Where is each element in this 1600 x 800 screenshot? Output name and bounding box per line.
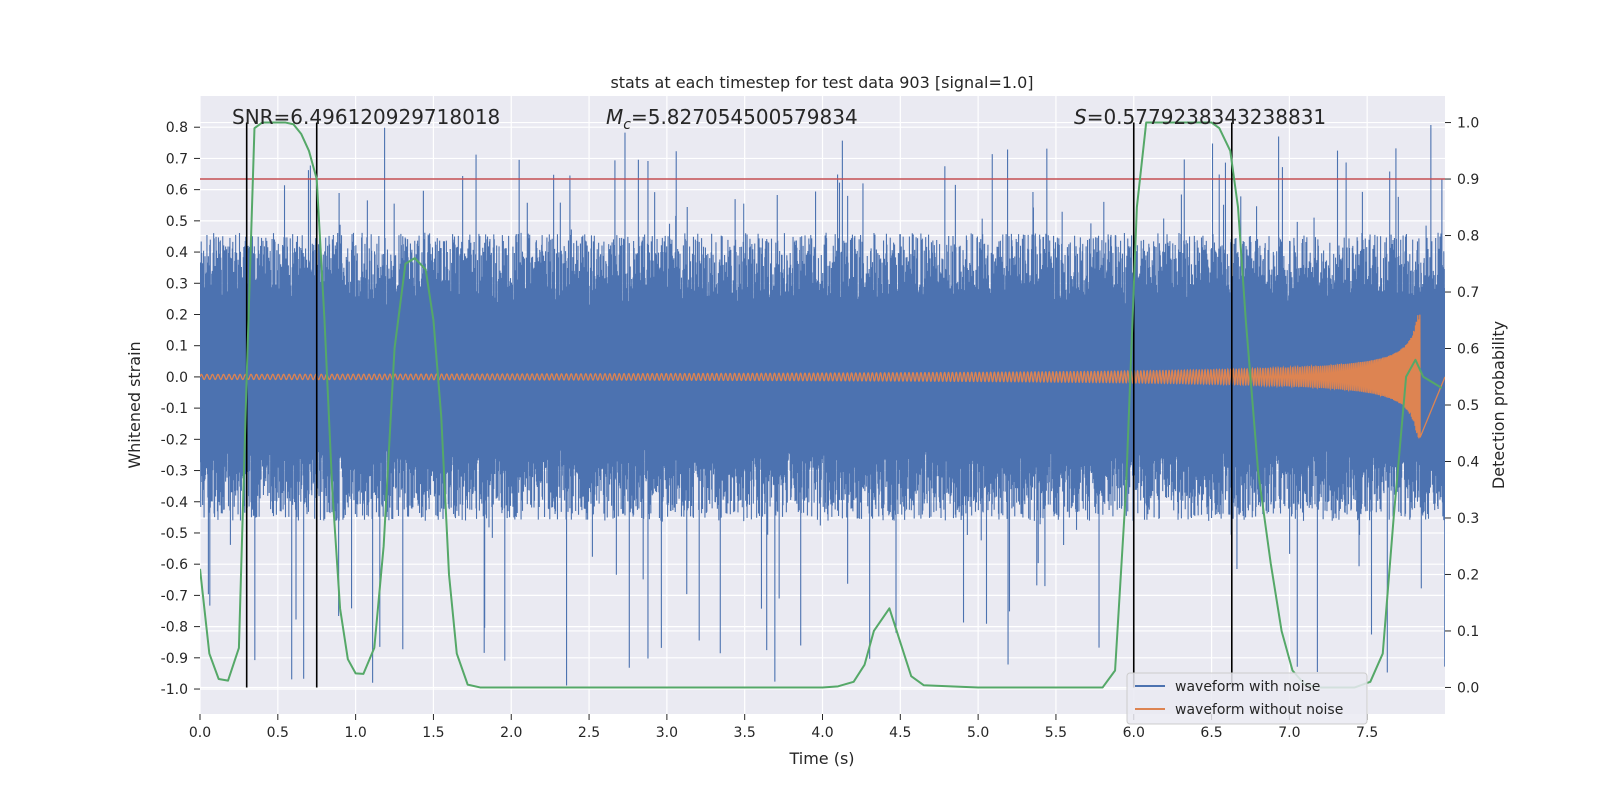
series-detection-probability [200,121,1443,689]
y-tick-label: 0.1 [166,339,188,355]
x-tick-label: 2.0 [500,725,522,741]
x-tick-label: 7.0 [1278,725,1300,741]
x-tick-label: 3.0 [656,725,678,741]
x-tick-label: 6.5 [1200,725,1222,741]
y2-tick-label: 0.2 [1457,567,1479,583]
series-waveform-without-noise [200,314,1445,439]
y2-tick-label: 0.0 [1457,680,1479,696]
y2-tick-label: 0.6 [1457,342,1479,358]
x-tick-label: 7.5 [1356,725,1378,741]
y-tick-label: -0.8 [161,620,188,636]
y2-tick-label: 0.8 [1457,229,1479,245]
y2-tick-label: 1.0 [1457,116,1479,132]
legend-label-noise: waveform with noise [1175,679,1320,695]
y2-axis-label: Detection probability [1489,321,1508,489]
x-tick-label: 1.5 [422,725,444,741]
y-tick-label: -0.4 [161,495,188,511]
y-tick-label: -0.5 [161,526,188,542]
y-tick-label: -0.6 [161,557,188,573]
y-tick-label: 0.0 [166,370,188,386]
y-tick-label: 0.3 [166,276,188,292]
x-tick-label: 4.0 [811,725,833,741]
x-tick-label: 4.5 [889,725,911,741]
legend: waveform with noise waveform without noi… [1126,672,1368,725]
y-tick-label: -0.2 [161,432,188,448]
s-annotation: S=0.5779238343238831 [1074,105,1326,129]
x-tick-label: 2.5 [578,725,600,741]
y-tick-label: -0.9 [161,651,188,667]
x-tick-label: 3.5 [734,725,756,741]
y-tick-label: 0.8 [166,120,188,136]
y2-tick-label: 0.5 [1457,398,1479,414]
y2-tick-label: 0.4 [1457,454,1479,470]
snr-annotation: SNR=6.496120929718018 [232,105,500,129]
y-tick-label: -1.0 [161,682,188,698]
x-tick-label: 0.0 [189,725,211,741]
x-axis-label: Time (s) [788,749,854,768]
chirp-mass-value: =5.827054500579834 [631,105,858,129]
y-tick-label: 0.5 [166,214,188,230]
y-tick-label: 0.4 [166,245,188,261]
x-tick-label: 1.0 [344,725,366,741]
series-waveform-with-noise [200,125,1445,686]
y2-tick-label: 0.7 [1457,285,1479,301]
y2-tick-label: 0.9 [1457,172,1479,188]
chirp-mass-annotation: Mc=5.827054500579834 [606,105,858,133]
y-tick-label: 0.2 [166,307,188,323]
chirp-mass-symbol: M [606,105,623,129]
legend-box [1126,672,1368,725]
x-tick-label: 5.5 [1045,725,1067,741]
x-tick-label: 0.5 [267,725,289,741]
y-tick-label: -0.3 [161,464,188,480]
y-tick-label: -0.1 [161,401,188,417]
x-tick-label: 6.0 [1123,725,1145,741]
s-value: =0.5779238343238831 [1087,105,1326,129]
chart-title: stats at each timestep for test data 903… [610,73,1033,92]
y-tick-label: 0.7 [166,151,188,167]
legend-label-clean: waveform without noise [1175,702,1343,718]
s-symbol: S [1074,105,1087,129]
y2-tick-label: 0.1 [1457,624,1479,640]
y-axis-label: Whitened strain [125,341,144,468]
x-tick-label: 5.0 [967,725,989,741]
y-tick-label: 0.6 [166,183,188,199]
chirp-mass-subscript: c [623,117,631,133]
y-tick-label: -0.7 [161,588,188,604]
y2-tick-label: 0.3 [1457,511,1479,527]
